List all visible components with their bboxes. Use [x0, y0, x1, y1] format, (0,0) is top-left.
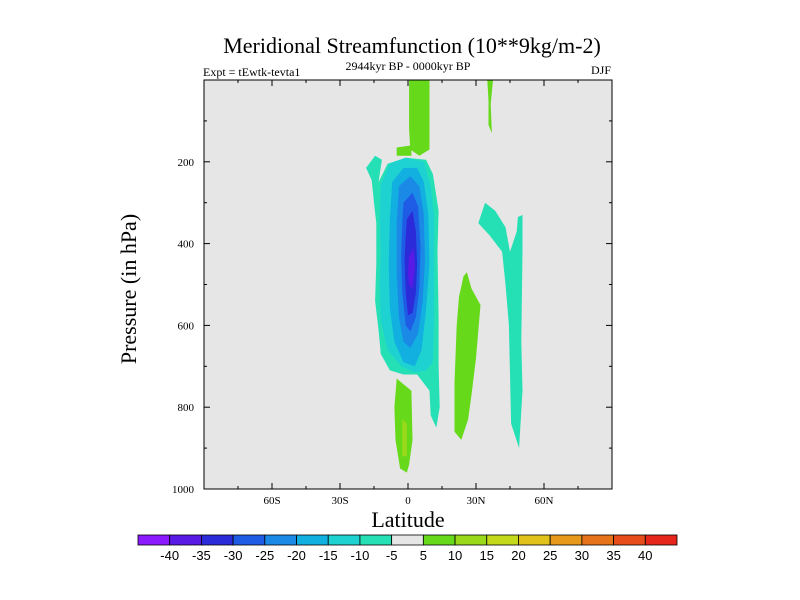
contour-regions	[366, 80, 523, 473]
axis-ticks: 60S 30S 0 30N 60N 200 400 600 800 1000	[172, 80, 612, 507]
colorbar-box	[296, 534, 329, 546]
colorbar-label: -35	[192, 548, 211, 563]
colorbar-box	[169, 534, 202, 546]
colorbar-label: 35	[606, 548, 620, 563]
x-axis-label: Latitude	[371, 507, 444, 532]
contour-region-7	[478, 202, 523, 449]
y-tick-label: 800	[178, 402, 195, 414]
y-tick-label: 400	[178, 239, 195, 251]
colorbar-label: -20	[287, 548, 306, 563]
x-tick-label: 30N	[467, 495, 486, 507]
colorbar-label: 25	[543, 548, 557, 563]
colorbar-label: 15	[480, 548, 494, 563]
colorbar-label: 5	[420, 548, 427, 563]
colorbar-label: -5	[386, 548, 398, 563]
chart-title: Meridional Streamfunction (10**9kg/m-2)	[223, 33, 601, 58]
colorbar-box	[486, 534, 519, 546]
contour-region-5	[402, 419, 407, 457]
colorbar-box	[549, 534, 583, 546]
colorbar-label: -15	[319, 548, 338, 563]
colorbar-label: -25	[255, 548, 274, 563]
colorbar-box	[581, 534, 614, 546]
colorbar-box	[391, 534, 424, 546]
colorbar-box	[422, 534, 456, 546]
x-tick-label: 0	[405, 495, 411, 507]
colorbar-label: -40	[160, 548, 179, 563]
colorbar-label: -10	[351, 548, 370, 563]
y-tick-label: 200	[178, 157, 195, 169]
y-tick-label: 1000	[172, 484, 195, 496]
colorbar-box	[264, 534, 297, 546]
colorbar-box	[454, 534, 488, 546]
contour-region-0	[409, 80, 430, 156]
x-tick-label: 60S	[263, 495, 280, 507]
period-label: 2944kyr BP - 0000kyr BP	[346, 59, 471, 73]
colorbar-box	[644, 534, 678, 546]
colorbar-box	[518, 534, 551, 546]
experiment-label: Expt = tEwtk-tevta1	[203, 65, 300, 79]
colorbar-label: 10	[448, 548, 462, 563]
x-tick-label: 60N	[535, 495, 554, 507]
contour-region-2	[487, 80, 493, 134]
contour-region-1	[396, 145, 412, 156]
contour-region-13	[408, 247, 415, 289]
y-axis-label: Pressure (in hPa)	[116, 214, 141, 364]
colorbar-label: -30	[224, 548, 243, 563]
colorbar-label: 30	[575, 548, 589, 563]
x-tick-label: 30S	[331, 495, 348, 507]
colorbar-box	[137, 534, 171, 546]
y-tick-label: 600	[178, 320, 195, 332]
colorbar-box	[232, 534, 266, 546]
colorbar-box	[613, 534, 646, 546]
colorbar-box	[359, 534, 393, 546]
colorbar: -40 -35 -30 -25 -20 -15 -10 -5 5 10 15 20 25 30 35 40	[137, 534, 678, 563]
colorbar-label: 20	[511, 548, 525, 563]
colorbar-box	[327, 534, 361, 546]
colorbar-label: 40	[638, 548, 652, 563]
colorbar-box	[201, 534, 234, 546]
contour-region-3	[454, 272, 481, 440]
season-label: DJF	[591, 63, 611, 77]
